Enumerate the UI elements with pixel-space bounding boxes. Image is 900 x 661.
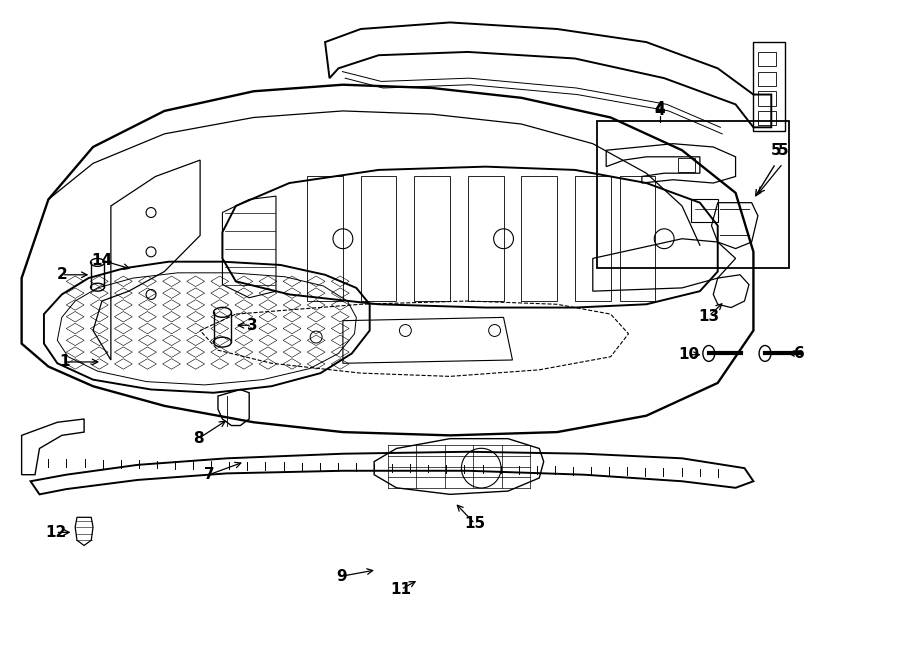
Text: 12: 12 [45, 525, 67, 540]
Bar [758, 52, 776, 66]
Text: 10: 10 [679, 347, 699, 362]
Text: 5: 5 [770, 143, 781, 158]
Text: 6: 6 [795, 346, 806, 361]
Text: 15: 15 [464, 516, 486, 531]
Text: 9: 9 [336, 569, 346, 584]
Text: 8: 8 [193, 431, 203, 446]
Text: 14: 14 [92, 253, 112, 268]
Text: 4: 4 [654, 101, 665, 116]
Bar [598, 121, 789, 268]
Text: 13: 13 [698, 309, 719, 324]
Text: 4: 4 [654, 103, 665, 118]
Text: 3: 3 [247, 318, 257, 332]
Bar [758, 71, 776, 86]
Bar [758, 91, 776, 106]
Text: 5: 5 [778, 143, 788, 158]
Text: 7: 7 [203, 467, 214, 482]
Text: 11: 11 [391, 582, 411, 597]
Text: 1: 1 [59, 354, 69, 369]
Bar [758, 111, 776, 126]
Text: 2: 2 [57, 267, 68, 282]
